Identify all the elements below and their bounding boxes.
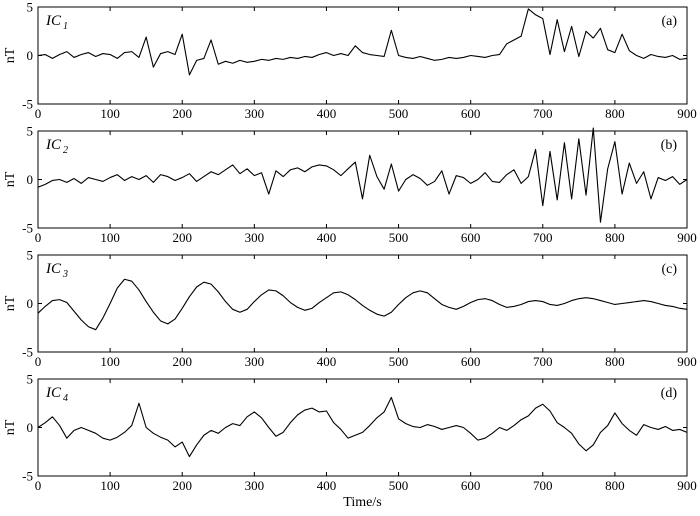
x-tick-label: 0 (35, 106, 42, 121)
y-axis-label: nT (3, 295, 18, 311)
axes-frame (37, 378, 688, 477)
x-tick-label: 0 (35, 478, 42, 493)
x-tick-label: 100 (100, 106, 120, 121)
x-tick-label: 100 (100, 354, 120, 369)
panel-tag: (c) (661, 262, 677, 277)
series-name: IC (45, 261, 62, 277)
x-tick-label: 600 (461, 354, 481, 369)
y-tick-label: -5 (22, 97, 33, 112)
series-subscript: 4 (63, 393, 68, 404)
y-axis-label: nT (3, 171, 18, 187)
series-line (37, 278, 688, 331)
axes-frame (37, 6, 688, 105)
x-tick-label: 800 (605, 354, 625, 369)
x-tick-label: 300 (245, 106, 265, 121)
y-tick-label: 0 (27, 48, 34, 63)
x-tick-label: 200 (172, 354, 192, 369)
x-tick-label: 300 (245, 354, 265, 369)
y-tick-label: 5 (27, 0, 34, 15)
y-tick-label: 0 (27, 172, 34, 187)
x-tick-label: 700 (533, 354, 553, 369)
x-tick-label: 200 (172, 478, 192, 493)
x-tick-label: 600 (461, 106, 481, 121)
x-tick-label: 0 (35, 354, 42, 369)
x-tick-label: 400 (317, 230, 337, 245)
y-tick-label: 5 (27, 124, 34, 139)
y-tick-label: 0 (27, 420, 34, 435)
panel-tag: (d) (661, 386, 678, 401)
x-tick-label: 500 (389, 354, 409, 369)
x-tick-label: 400 (317, 106, 337, 121)
x-tick-label: 800 (605, 478, 625, 493)
y-tick-label: -5 (22, 345, 33, 360)
series-name: IC (45, 137, 62, 153)
x-tick-label: 800 (605, 106, 625, 121)
x-tick-label: 500 (389, 230, 409, 245)
x-tick-label: 300 (245, 478, 265, 493)
series-line (37, 396, 688, 458)
y-tick-label: 5 (27, 372, 34, 387)
x-tick-label: 400 (317, 354, 337, 369)
x-tick-label: 900 (677, 230, 697, 245)
x-tick-label: 300 (245, 230, 265, 245)
x-tick-label: 100 (100, 230, 120, 245)
x-tick-label: 200 (172, 106, 192, 121)
series-subscript: 3 (62, 269, 68, 280)
x-tick-label: 900 (677, 106, 697, 121)
series-line (37, 127, 688, 223)
x-tick-label: 0 (35, 230, 42, 245)
series-line (37, 8, 688, 76)
x-tick-label: 900 (677, 478, 697, 493)
panel-tag: (b) (661, 138, 678, 153)
y-tick-label: -5 (22, 221, 33, 236)
x-tick-label: 600 (461, 478, 481, 493)
x-axis-label: Time/s (343, 495, 381, 510)
x-tick-label: 200 (172, 230, 192, 245)
x-tick-label: 600 (461, 230, 481, 245)
x-tick-label: 500 (389, 106, 409, 121)
x-tick-label: 500 (389, 478, 409, 493)
series-name: IC (45, 13, 62, 29)
y-axis-label: nT (3, 419, 18, 435)
y-tick-label: 0 (27, 296, 34, 311)
x-tick-label: 900 (677, 354, 697, 369)
y-tick-label: 5 (27, 248, 34, 263)
series-subscript: 2 (63, 145, 68, 156)
x-tick-label: 800 (605, 230, 625, 245)
y-tick-label: -5 (22, 469, 33, 484)
series-subscript: 1 (63, 21, 68, 32)
axes-frame (37, 254, 688, 353)
axes-frame (37, 130, 688, 229)
x-tick-label: 700 (533, 230, 553, 245)
x-tick-label: 700 (533, 106, 553, 121)
series-name: IC (45, 385, 62, 401)
x-tick-label: 700 (533, 478, 553, 493)
panel-tag: (a) (661, 14, 677, 29)
y-axis-label: nT (3, 47, 18, 63)
x-tick-label: 100 (100, 478, 120, 493)
x-tick-label: 400 (317, 478, 337, 493)
